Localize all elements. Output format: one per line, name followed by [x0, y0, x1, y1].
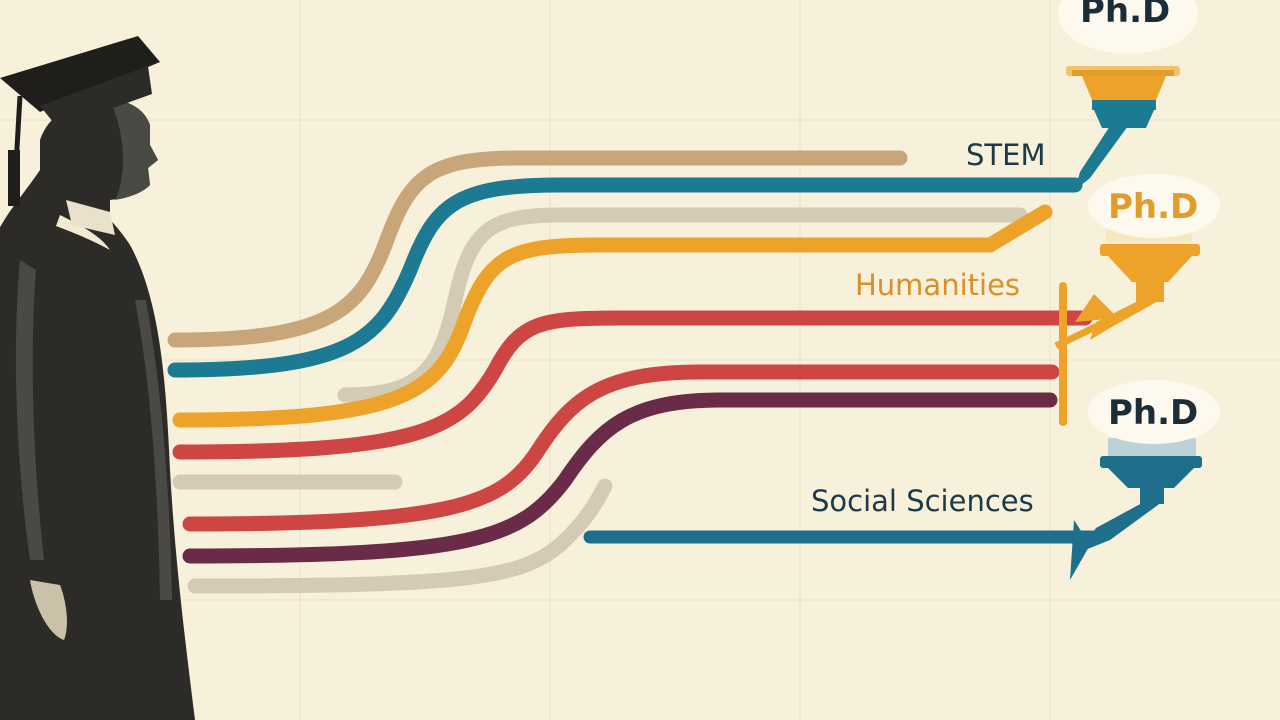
pathway-stem — [167, 177, 1083, 378]
funnel-icon — [1066, 66, 1180, 190]
humanities-degree-label: Ph.D — [1108, 187, 1199, 227]
pathway-red-lower — [182, 364, 1060, 532]
social-sciences-degree-label: Ph.D — [1108, 393, 1199, 433]
pathway-ribbons — [167, 150, 1107, 594]
humanities-field-label: Humanities — [855, 268, 1021, 302]
pathway-humanities — [172, 204, 1053, 428]
pathway-beige-bottom — [187, 478, 613, 594]
pathway-red — [172, 310, 1093, 460]
pathway-beige-upper — [337, 207, 1028, 403]
social-sciences-field-label: Social Sciences — [811, 484, 1034, 518]
stem-degree-label: Ph.D — [1080, 0, 1171, 31]
funnel-icon — [1070, 438, 1202, 580]
pathway-plum — [182, 392, 1058, 564]
pathway-tan — [167, 150, 908, 348]
mortarboard-icon — [0, 36, 160, 206]
stem-field-label: STEM — [966, 138, 1046, 172]
graduate-silhouette — [0, 100, 195, 720]
degree-halos — [1058, 0, 1220, 444]
funnel-icon — [1054, 230, 1200, 426]
